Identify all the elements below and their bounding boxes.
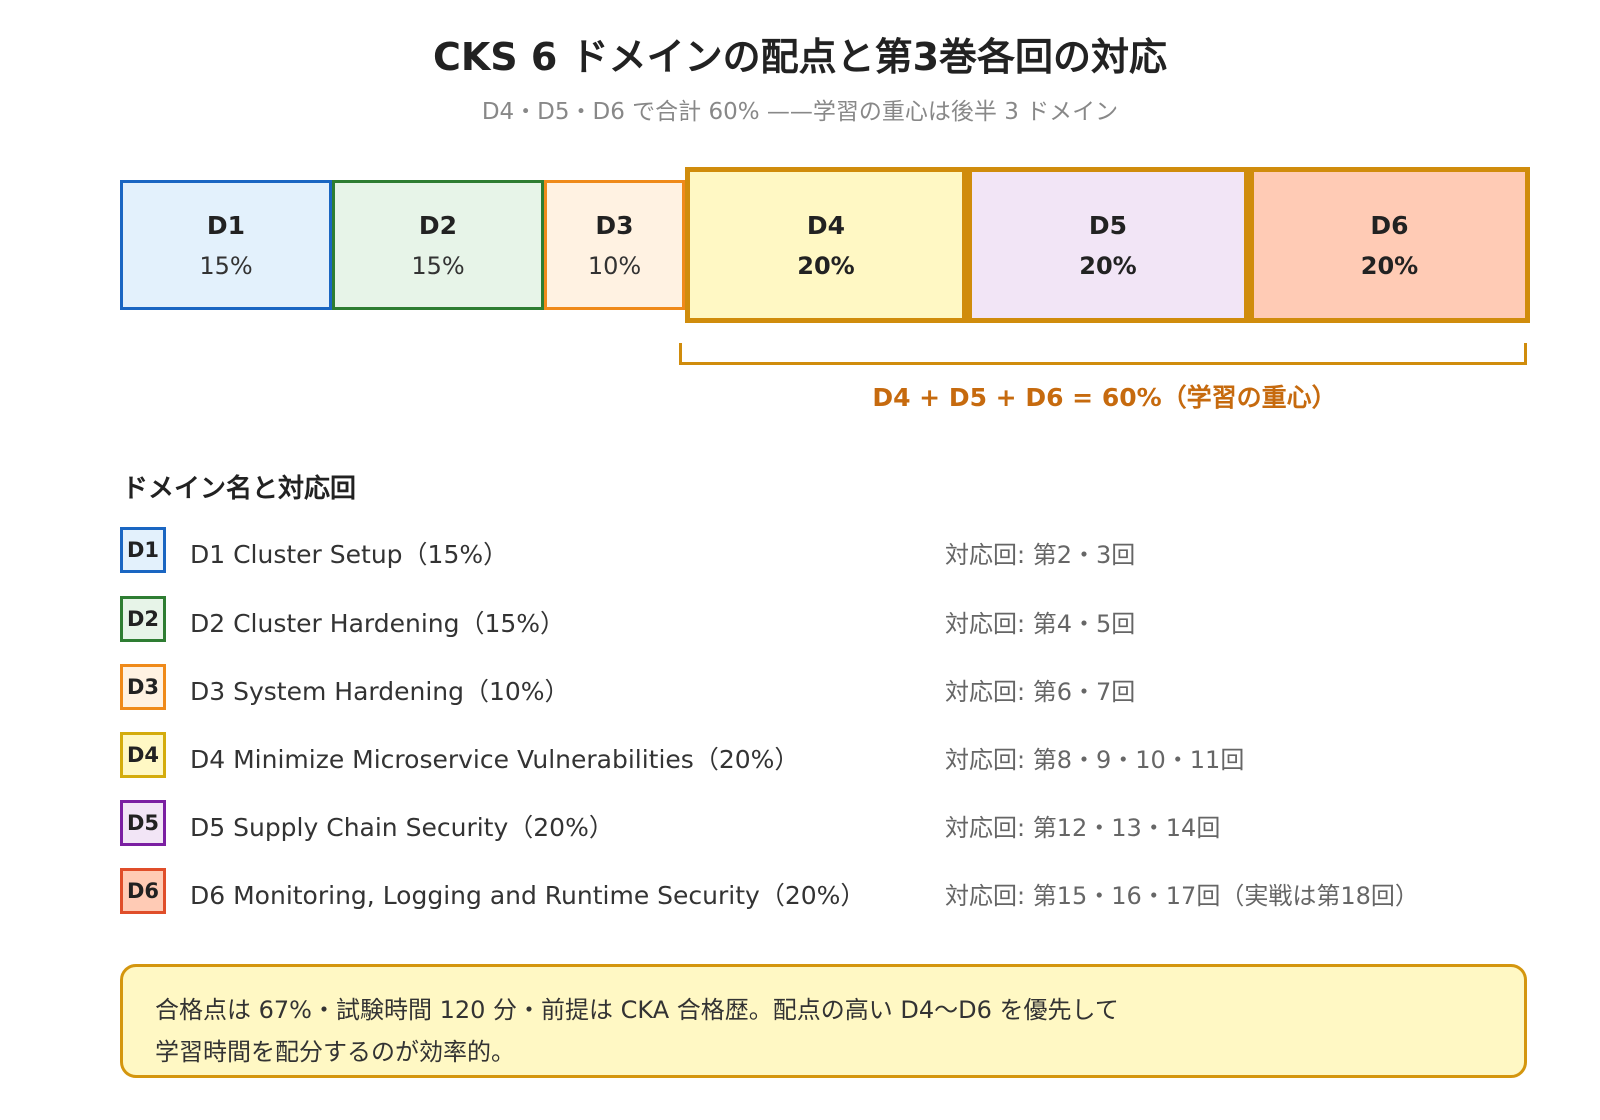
legend-name-d4: D4 Minimize Microservice Vulnerabilities… [190, 745, 800, 774]
badge-d6: D6 [120, 868, 166, 914]
legend-name-d2: D2 Cluster Hardening（15%） [190, 609, 566, 638]
segment-d5-code: D5 [1088, 210, 1128, 240]
segment-d5-percent: 20% [1079, 251, 1137, 280]
bracket-left-tick [679, 343, 682, 365]
legend-mapping-d5: 対応回: 第12・13・14回 [945, 814, 1221, 842]
legend-mapping-d6: 対応回: 第15・16・17回（実戦は第18回） [945, 882, 1419, 910]
diagram-title: CKS 6 ドメインの配点と第3巻各回の対応 [432, 35, 1168, 79]
legend-row-d6: D6 D6 Monitoring, Logging and Runtime Se… [0, 868, 1600, 918]
segment-d4: D4 20% [685, 167, 967, 323]
segment-d6-code: D6 [1370, 210, 1409, 240]
legend-mapping-d2: 対応回: 第4・5回 [945, 610, 1136, 638]
note-box: 合格点は 67%・試験時間 120 分・前提は CKA 合格歴。配点の高い D4… [120, 964, 1527, 1078]
legend-name-d3: D3 System Hardening（10%） [190, 677, 570, 706]
diagram-subtitle: D4・D5・D6 で合計 60% ——学習の重心は後半 3 ドメイン [481, 99, 1119, 125]
bracket-label: D4 + D5 + D6 = 60%（学習の重心） [872, 383, 1337, 412]
legend-row-d5: D5 D5 Supply Chain Security（20%） 対応回: 第1… [0, 800, 1600, 850]
legend-mapping-d1: 対応回: 第2・3回 [945, 541, 1136, 569]
segment-d3: D3 10% [544, 180, 685, 310]
note-line-1: 合格点は 67%・試験時間 120 分・前提は CKA 合格歴。配点の高い D4… [155, 996, 1119, 1024]
legend-row-d4: D4 D4 Minimize Microservice Vulnerabilit… [0, 732, 1600, 782]
segment-d2-code: D2 [418, 210, 458, 240]
segment-d2: D2 15% [332, 180, 544, 310]
legend-row-d1: D1 D1 Cluster Setup（15%） 対応回: 第2・3回 [0, 527, 1600, 577]
segment-d1-code: D1 [206, 210, 246, 240]
segment-d6-percent: 20% [1360, 251, 1419, 280]
segment-d4-code: D4 [806, 210, 846, 240]
segment-d4-percent: 20% [797, 251, 855, 280]
legend-mapping-d4: 対応回: 第8・9・10・11回 [945, 746, 1245, 774]
badge-d4: D4 [120, 732, 166, 778]
legend-name-d1: D1 Cluster Setup（15%） [190, 540, 509, 569]
badge-d2: D2 [120, 596, 166, 642]
legend-row-d2: D2 D2 Cluster Hardening（15%） 対応回: 第4・5回 [0, 596, 1600, 646]
note-line-2: 学習時間を配分するのが効率的。 [155, 1038, 515, 1066]
badge-d5: D5 [120, 800, 166, 846]
segment-d1: D1 15% [120, 180, 332, 310]
badge-d3: D3 [120, 664, 166, 710]
segment-d3-code: D3 [595, 210, 634, 240]
segment-d5: D5 20% [967, 167, 1249, 323]
legend-row-d3: D3 D3 System Hardening（10%） 対応回: 第6・7回 [0, 664, 1600, 714]
segment-d1-percent: 15% [199, 251, 253, 280]
bracket-right-tick [1524, 343, 1527, 365]
legend-name-d5: D5 Supply Chain Security（20%） [190, 813, 614, 842]
legend-mapping-d3: 対応回: 第6・7回 [945, 678, 1136, 706]
segment-d3-percent: 10% [587, 251, 642, 280]
legend-name-d6: D6 Monitoring, Logging and Runtime Secur… [190, 881, 866, 910]
badge-d1: D1 [120, 527, 166, 573]
segment-d6: D6 20% [1249, 167, 1530, 323]
bracket-line [679, 362, 1527, 365]
legend-heading: ドメイン名と対応回 [122, 474, 357, 504]
segment-d2-percent: 15% [411, 251, 465, 280]
